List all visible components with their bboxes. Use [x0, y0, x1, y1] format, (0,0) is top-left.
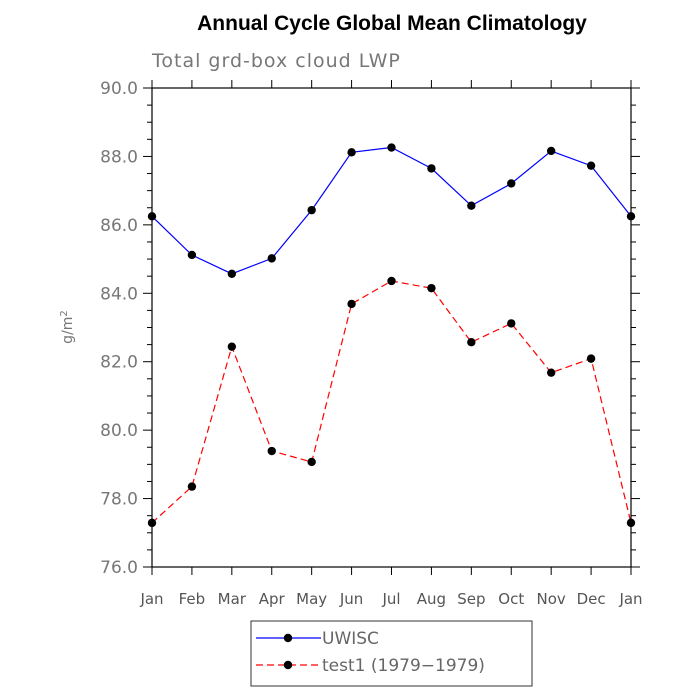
x-tick-label: Dec — [577, 590, 606, 608]
data-point-series-0 — [347, 148, 356, 157]
y-axis-label-base: g/m — [60, 317, 76, 344]
plot-frame — [151, 87, 632, 568]
legend-label-test1: test1 (1979−1979) — [322, 656, 485, 676]
data-point-series-0 — [546, 146, 556, 156]
legend: UWISC test1 (1979−1979) — [250, 620, 533, 687]
legend-marker-test1 — [283, 660, 293, 670]
y-tick-label: 80.0 — [100, 421, 138, 441]
data-point-series-1 — [307, 457, 316, 467]
data-point-series-0 — [427, 164, 436, 173]
data-point-series-0 — [267, 254, 276, 263]
data-point-series-1 — [267, 446, 276, 456]
data-point-series-0 — [586, 161, 596, 170]
x-tick-label: May — [296, 590, 327, 608]
data-point-series-1 — [347, 299, 356, 309]
data-point-series-0 — [467, 201, 476, 210]
y-tick-label: 90.0 — [100, 79, 138, 99]
x-tick-label: Jun — [339, 590, 363, 608]
data-point-series-1 — [187, 482, 197, 491]
x-tick-label: Jan — [618, 590, 642, 608]
x-tick-label: Jul — [381, 590, 400, 608]
y-tick-label: 86.0 — [100, 216, 138, 236]
x-tick-label: Oct — [498, 590, 524, 608]
x-tick-label: Aug — [417, 590, 446, 608]
data-point-series-0 — [387, 143, 396, 152]
data-point-series-0 — [227, 269, 237, 278]
series-layer — [147, 143, 636, 528]
y-axis-label-exponent: 2 — [59, 310, 70, 316]
x-tick-label: Sep — [457, 590, 485, 608]
data-point-series-1 — [147, 518, 157, 528]
series-line-0 — [151, 146, 632, 275]
x-tick-label: Mar — [218, 590, 247, 608]
data-point-series-0 — [507, 179, 516, 188]
data-point-series-0 — [307, 205, 316, 215]
chart-title: Annual Cycle Global Mean Climatology — [197, 12, 587, 35]
x-tick-label: Nov — [537, 590, 566, 608]
data-point-series-1 — [427, 283, 436, 293]
y-tick-label: 88.0 — [100, 147, 138, 167]
legend-label-uwisc: UWISC — [322, 629, 379, 649]
y-tick-label: 84.0 — [100, 284, 138, 304]
data-point-series-1 — [546, 368, 556, 377]
x-tick-label: Feb — [179, 590, 206, 608]
y-tick-label: 82.0 — [100, 353, 138, 373]
data-point-series-1 — [227, 342, 237, 351]
y-axis-ticks: 76.0 78.0 80.0 82.0 84.0 86.0 88.0 90.0 — [100, 79, 640, 578]
data-point-series-0 — [187, 250, 197, 260]
y-tick-label: 76.0 — [100, 558, 138, 578]
data-point-series-0 — [626, 212, 636, 221]
x-tick-label: Apr — [259, 590, 286, 608]
x-tick-label: Jan — [139, 590, 163, 608]
x-axis-ticks: Jan Feb Mar Apr May Jun Jul Aug Sep Oct Nov Dec Jan — [139, 80, 643, 608]
y-tick-label: 78.0 — [100, 490, 138, 510]
data-point-series-0 — [147, 212, 157, 221]
data-point-series-1 — [586, 354, 596, 363]
data-point-series-1 — [626, 518, 636, 528]
chart-subtitle: Total grd-box cloud LWP — [151, 50, 401, 72]
data-point-series-1 — [387, 276, 396, 286]
legend-box — [250, 620, 533, 687]
data-point-series-1 — [467, 338, 476, 347]
data-point-series-1 — [507, 319, 516, 328]
y-axis-label: g/m2 — [59, 310, 77, 344]
series-line-1 — [151, 280, 632, 524]
legend-marker-uwisc — [283, 633, 293, 643]
